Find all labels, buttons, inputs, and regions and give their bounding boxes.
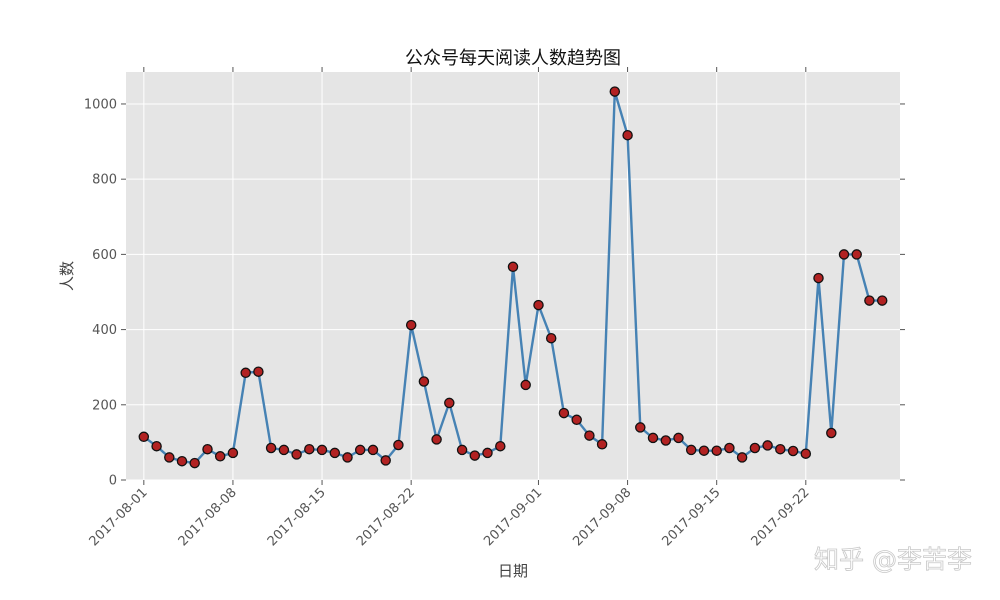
data-point: [635, 422, 646, 433]
data-point: [736, 452, 748, 463]
data-point: [469, 450, 481, 461]
data-point: [864, 295, 875, 306]
data-point: [444, 397, 455, 409]
data-point: [316, 444, 328, 456]
data-point: [164, 452, 175, 463]
data-point: [762, 440, 773, 451]
data-point: [495, 440, 506, 452]
data-point: [533, 299, 544, 311]
data-point: [367, 444, 379, 456]
data-point: [800, 448, 812, 459]
data-point: [304, 443, 315, 455]
x-tick-label: 2017-09-22: [749, 485, 813, 549]
data-point: [520, 379, 531, 391]
data-point: [405, 319, 417, 331]
data-point: [214, 451, 226, 462]
data-point: [775, 443, 786, 455]
data-point: [647, 432, 659, 444]
data-point: [240, 367, 251, 379]
data-point: [622, 129, 633, 141]
y-tick-label: 200: [92, 398, 117, 413]
data-point: [151, 440, 162, 452]
data-point: [787, 445, 799, 457]
data-point: [609, 86, 621, 97]
data-point: [558, 407, 570, 419]
chart-title: 公众号每天阅读人数趋势图: [405, 48, 621, 69]
data-point: [584, 430, 595, 441]
y-tick-label: 600: [92, 248, 117, 263]
x-tick-label: 2017-08-22: [354, 485, 418, 549]
x-tick-label: 2017-08-08: [176, 485, 240, 549]
data-points: [138, 86, 888, 469]
data-point: [673, 432, 684, 444]
data-point: [596, 439, 608, 450]
data-point: [342, 452, 353, 463]
data-point: [227, 447, 239, 459]
data-point: [202, 443, 213, 455]
y-tick-label: 800: [92, 173, 117, 188]
watermark: 知乎 @李苦李: [814, 545, 972, 574]
data-point: [138, 431, 150, 443]
data-point: [265, 442, 277, 454]
data-point: [826, 427, 837, 439]
data-point: [291, 449, 302, 460]
data-point: [456, 444, 468, 456]
data-point: [189, 457, 200, 469]
data-point: [838, 249, 850, 260]
y-axis-label: 人数: [58, 261, 76, 291]
data-point: [329, 447, 341, 459]
data-point: [176, 455, 188, 467]
data-point: [393, 439, 404, 451]
data-point: [711, 445, 722, 456]
data-point: [685, 444, 697, 456]
data-point: [851, 249, 862, 260]
data-point: [571, 414, 582, 426]
data-point: [813, 272, 824, 284]
x-tick-label: 2017-09-08: [570, 485, 634, 549]
x-tick-label: 2017-08-15: [265, 485, 329, 549]
data-point: [380, 455, 391, 466]
data-point: [431, 434, 442, 445]
x-tick-label: 2017-09-01: [481, 485, 545, 549]
data-point: [660, 435, 672, 446]
data-point: [278, 444, 290, 456]
data-point: [354, 444, 366, 456]
data-point: [724, 442, 735, 454]
data-point: [698, 445, 710, 456]
data-point: [749, 442, 761, 454]
data-point: [876, 295, 888, 306]
data-point: [482, 447, 493, 459]
data-point: [253, 366, 264, 377]
grid: [126, 72, 900, 481]
data-point: [507, 261, 519, 273]
y-tick-label: 1000: [84, 97, 117, 112]
data-point: [545, 332, 557, 344]
data-point: [418, 376, 430, 387]
y-tick-label: 0: [109, 474, 117, 489]
x-tick-label: 2017-08-01: [87, 485, 151, 549]
y-tick-label: 400: [92, 323, 117, 338]
x-axis-label: 日期: [498, 562, 528, 580]
x-tick-label: 2017-09-15: [659, 485, 723, 549]
